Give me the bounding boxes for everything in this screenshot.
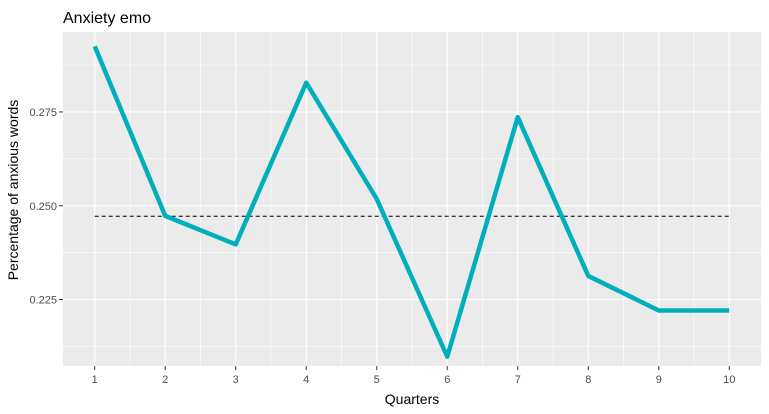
x-tick-label: 3: [233, 374, 239, 386]
y-tick-label: 0.275: [29, 107, 57, 119]
x-tick-label: 1: [92, 374, 98, 386]
y-tick-label: 0.250: [29, 201, 57, 213]
y-axis: 0.225 0.250 0.275: [29, 107, 63, 307]
y-tick-label: 0.225: [29, 295, 57, 307]
major-gridlines: [63, 32, 761, 366]
data-point: [517, 117, 518, 118]
x-tick-label: 2: [162, 374, 168, 386]
data-point: [94, 46, 95, 47]
x-tick-label: 4: [303, 374, 309, 386]
data-point: [447, 356, 448, 357]
x-tick-label: 10: [723, 374, 735, 386]
data-point: [588, 275, 589, 276]
data-point: [165, 215, 166, 216]
x-axis: 1 2 3 4 5 6 7 8 9 10: [92, 366, 735, 386]
data-point: [235, 244, 236, 245]
series-layer: [92, 45, 730, 359]
series-line: [92, 45, 730, 359]
x-tick-label: 5: [374, 374, 380, 386]
data-point: [306, 82, 307, 83]
x-tick-label: 9: [656, 374, 662, 386]
minor-gridlines: [63, 32, 761, 366]
x-tick-label: 8: [585, 374, 591, 386]
chart-title: Anxiety emo: [63, 10, 151, 27]
x-axis-title: Quarters: [385, 391, 439, 407]
data-point: [376, 199, 377, 200]
x-tick-label: 7: [515, 374, 521, 386]
data-point: [658, 310, 659, 311]
data-point: [729, 310, 730, 311]
x-tick-label: 6: [444, 374, 450, 386]
y-axis-title: Percentage of anxious words: [5, 100, 21, 281]
